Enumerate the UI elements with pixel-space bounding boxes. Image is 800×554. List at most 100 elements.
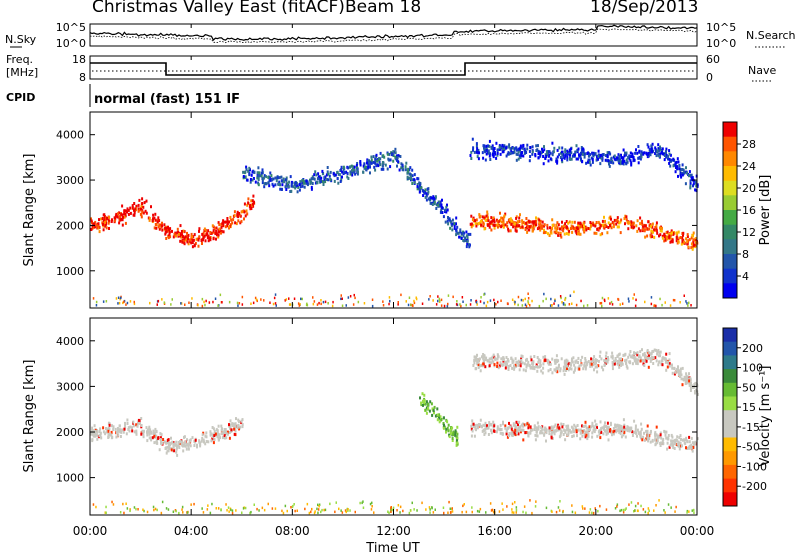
data-cell xyxy=(170,441,173,445)
data-cell xyxy=(114,214,117,218)
data-cell xyxy=(483,216,486,220)
data-cell xyxy=(484,421,487,425)
data-cell xyxy=(630,161,633,165)
speckle-cell xyxy=(538,304,541,308)
data-cell xyxy=(639,432,642,436)
colorbar-tick-label: -100 xyxy=(742,460,767,473)
data-cell xyxy=(695,389,698,392)
speckle-cell xyxy=(361,501,363,505)
data-cell xyxy=(542,366,545,370)
speckle-cell xyxy=(553,302,555,305)
data-cell xyxy=(534,153,537,156)
data-cell xyxy=(556,367,559,371)
data-cell xyxy=(374,161,377,165)
data-cell xyxy=(475,142,478,146)
data-cell xyxy=(579,359,582,362)
data-cell xyxy=(646,234,649,238)
speckle-cell xyxy=(620,508,623,512)
speckle-cell xyxy=(630,501,633,504)
speckle-cell xyxy=(478,510,481,513)
speckle-cell xyxy=(447,511,449,514)
data-cell xyxy=(90,228,93,231)
data-cell xyxy=(614,158,617,162)
data-cell xyxy=(530,358,533,362)
data-cell xyxy=(149,428,152,432)
data-cell xyxy=(677,440,680,444)
data-cell xyxy=(596,155,599,159)
data-cell xyxy=(675,231,678,235)
data-cell xyxy=(537,427,540,431)
speckle-cell xyxy=(347,509,349,512)
band-ground-scatter-near xyxy=(90,417,244,457)
data-cell xyxy=(418,183,421,187)
data-cell xyxy=(211,224,214,228)
data-cell xyxy=(140,432,143,436)
data-cell xyxy=(646,429,649,433)
data-cell xyxy=(497,366,500,370)
speckle-cell xyxy=(584,507,586,510)
data-cell xyxy=(549,428,552,432)
data-cell xyxy=(659,152,662,156)
speckle-cell xyxy=(634,304,637,308)
data-cell xyxy=(198,227,201,231)
speckle-cell xyxy=(219,293,222,297)
speckle-cell xyxy=(95,304,98,307)
data-cell xyxy=(647,436,650,440)
data-cell xyxy=(687,174,690,178)
data-cell xyxy=(661,147,664,151)
data-cell xyxy=(525,363,528,367)
data-cell xyxy=(628,353,631,357)
speckle-cell xyxy=(318,505,320,508)
data-cell xyxy=(452,433,455,437)
data-cell xyxy=(90,217,92,221)
data-cell xyxy=(543,228,545,232)
data-cell xyxy=(608,164,611,168)
data-cell xyxy=(543,432,546,436)
data-cell xyxy=(121,218,124,222)
speckle-cell xyxy=(371,298,374,301)
speckle-cell xyxy=(448,500,450,504)
data-cell xyxy=(659,226,661,230)
data-cell xyxy=(547,232,549,236)
data-cell xyxy=(503,148,506,151)
data-cell xyxy=(217,424,220,428)
data-cell xyxy=(539,365,541,369)
data-cell xyxy=(148,216,151,220)
data-cell xyxy=(409,166,412,170)
data-cell xyxy=(524,222,526,226)
data-cell xyxy=(559,231,562,235)
colorbar-tick-label: 20 xyxy=(742,182,756,195)
data-cell xyxy=(555,159,558,163)
data-cell xyxy=(477,222,480,225)
colorbar-swatch xyxy=(723,382,737,397)
speckle-cell xyxy=(208,301,211,304)
data-cell xyxy=(455,443,458,447)
data-cell xyxy=(543,428,546,432)
data-cell xyxy=(493,147,496,150)
data-cell xyxy=(651,438,654,442)
data-cell xyxy=(209,238,212,242)
data-cell xyxy=(336,177,339,181)
data-cell xyxy=(241,425,244,429)
data-cell xyxy=(206,236,209,240)
data-cell xyxy=(631,155,634,159)
data-cell xyxy=(583,226,586,230)
data-cell xyxy=(116,431,118,434)
data-cell xyxy=(449,226,452,230)
data-cell xyxy=(524,431,527,435)
data-cell xyxy=(637,227,640,231)
data-cell xyxy=(406,175,409,179)
data-cell xyxy=(695,244,698,248)
data-cell xyxy=(104,220,106,224)
data-cell xyxy=(472,148,474,152)
data-cell xyxy=(486,424,488,428)
data-cell xyxy=(293,183,296,187)
data-cell xyxy=(654,146,657,150)
data-cell xyxy=(589,163,592,167)
data-cell xyxy=(636,353,639,357)
data-cell xyxy=(310,177,313,181)
data-cell xyxy=(534,438,537,442)
data-cell xyxy=(612,427,615,430)
speckle-cell xyxy=(231,509,234,512)
data-cell xyxy=(633,225,636,229)
